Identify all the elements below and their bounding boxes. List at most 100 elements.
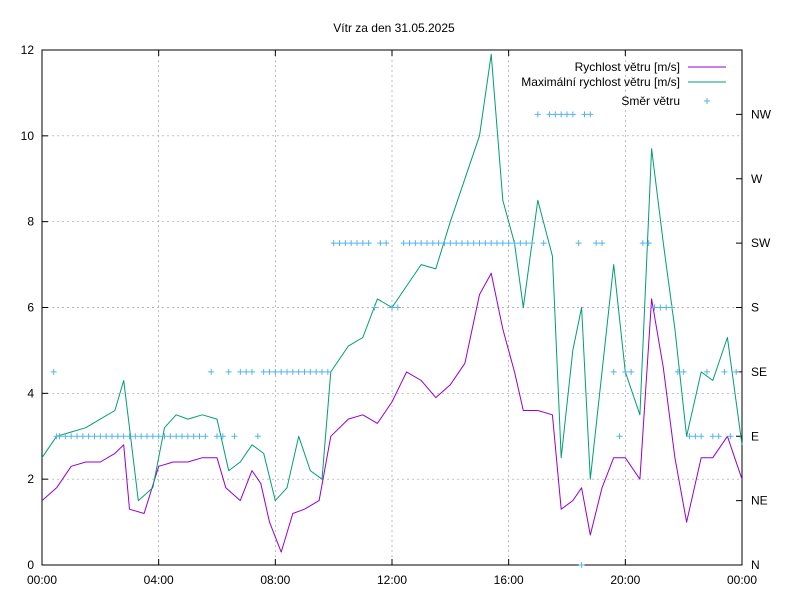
y-tick-label: 4 (27, 386, 34, 400)
direction-point (114, 433, 121, 440)
y2-tick-label: W (751, 172, 763, 186)
y-tick-label: 8 (27, 215, 34, 229)
direction-point (342, 240, 349, 247)
direction-point (307, 368, 314, 375)
direction-point (173, 433, 180, 440)
grid (42, 50, 742, 565)
direction-point (424, 240, 430, 247)
direction-point (208, 368, 215, 375)
direction-point (578, 562, 585, 568)
direction-point (709, 433, 716, 440)
x-tick-label: 12:00 (377, 573, 407, 587)
direction-point (616, 433, 623, 440)
x-tick-label: 00:00 (727, 573, 757, 587)
y2-tick-label: N (751, 558, 760, 572)
direction-point (482, 240, 489, 247)
direction-point (179, 433, 185, 440)
direction-point (669, 304, 675, 311)
direction-point (628, 368, 635, 375)
direction-point (324, 368, 331, 375)
direction-point (651, 304, 658, 311)
direction-point (62, 433, 69, 440)
y2-tick-label: S (751, 301, 759, 315)
direction-point (488, 240, 495, 247)
direction-point (97, 433, 104, 440)
axes: 00:00 04:00 08:00 12:00 16:00 20:00 00:0002468… (21, 43, 772, 587)
direction-point (289, 368, 296, 375)
direction-point (249, 368, 255, 375)
direction-point (126, 433, 133, 440)
direction-point (190, 433, 197, 440)
direction-point (587, 111, 594, 118)
direction-point (418, 240, 425, 247)
direction-point (412, 240, 419, 247)
direction-point (546, 111, 553, 118)
direction-point (657, 304, 664, 311)
direction-point (459, 240, 465, 247)
direction-point (389, 304, 395, 311)
direction-point (534, 111, 541, 118)
direction-point (575, 240, 582, 247)
direction-point (284, 368, 290, 375)
direction-point (645, 240, 652, 247)
direction-point (511, 240, 518, 247)
direction-point (260, 368, 267, 375)
direction-point (447, 240, 454, 247)
direction-point (435, 240, 442, 247)
direction-point (517, 240, 524, 247)
direction-point (581, 111, 588, 118)
direction-point (336, 240, 343, 247)
direction-point (272, 368, 279, 375)
y-tick-label: 12 (21, 43, 35, 57)
direction-point (196, 433, 203, 440)
direction-point (429, 240, 436, 247)
direction-point (692, 433, 699, 440)
direction-point (56, 433, 63, 440)
direction-point (540, 240, 547, 247)
direction-point (505, 240, 512, 247)
y-tick-label: 6 (27, 301, 34, 315)
direction-point (359, 240, 366, 247)
direction-point (406, 240, 413, 247)
direction-point (85, 433, 92, 440)
x-tick-label: 20:00 (610, 573, 640, 587)
y-tick-label: 0 (27, 558, 34, 572)
direction-point (441, 240, 448, 247)
series-layer (41, 53, 743, 568)
direction-point (569, 111, 576, 118)
direction-point (453, 240, 460, 247)
y-tick-label: 10 (21, 129, 35, 143)
direction-point (155, 433, 162, 440)
legend: Rychlost větru [m/s]Maximální rychlost v… (521, 60, 726, 108)
x-tick-label: 04:00 (144, 573, 174, 587)
direction-point (214, 433, 220, 440)
direction-point (243, 368, 250, 375)
direction-point (499, 240, 506, 247)
chart-title: Vítr za den 31.05.2025 (333, 21, 455, 35)
direction-point (663, 304, 670, 311)
plot-border (41, 49, 743, 566)
direction-point (733, 368, 740, 375)
legend-label: Maximální rychlost větru [m/s] (521, 75, 680, 89)
x-tick-label: 08:00 (260, 573, 290, 587)
direction-point (202, 433, 209, 440)
legend-label: Rychlost větru [m/s] (575, 60, 680, 74)
direction-point (470, 240, 477, 247)
direction-point (313, 368, 320, 375)
y2-tick-label: E (751, 429, 759, 443)
y2-tick-label: SE (751, 365, 767, 379)
y2-tick-label: NE (751, 494, 768, 508)
direction-point (295, 368, 302, 375)
direction-point (330, 240, 337, 247)
direction-point (464, 240, 471, 247)
direction-point (231, 433, 238, 440)
direction-point (476, 240, 483, 247)
direction-point (301, 368, 308, 375)
direction-point (686, 433, 693, 440)
direction-point (529, 240, 535, 247)
x-tick-label: 16:00 (494, 573, 524, 587)
direction-point (593, 240, 600, 247)
direction-point (225, 368, 232, 375)
direction-point (184, 433, 191, 440)
